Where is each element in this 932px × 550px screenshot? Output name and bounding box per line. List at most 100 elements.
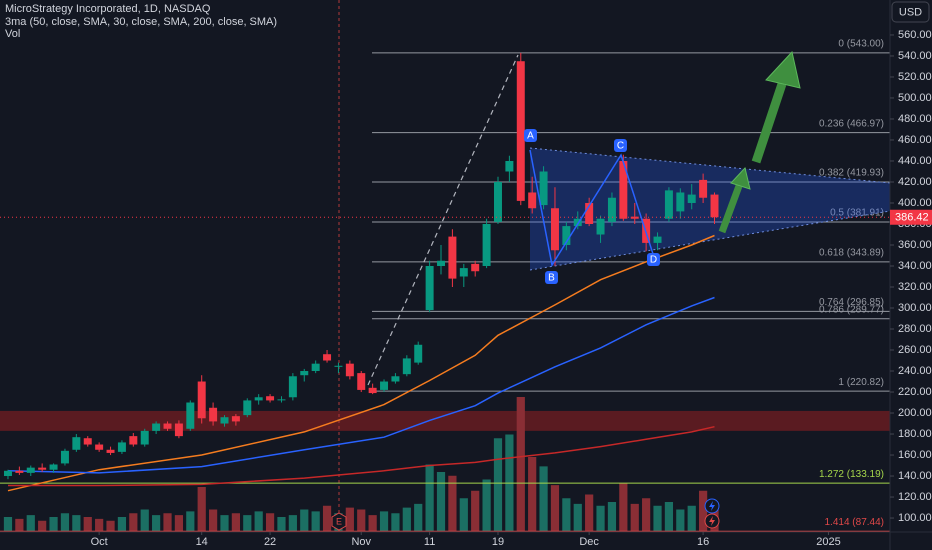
candle-body (459, 268, 468, 277)
currency-label[interactable]: USD (899, 6, 922, 18)
fib-label: 0.5 (381.91) (830, 208, 884, 219)
volume-bar (585, 494, 594, 532)
volume-bar (653, 505, 662, 532)
y-tick-label: 120.00 (898, 491, 932, 503)
earnings-icon[interactable]: E (331, 512, 347, 531)
currency-box[interactable] (891, 1, 930, 23)
earnings-label[interactable]: E (336, 516, 342, 526)
volume-bar (379, 511, 389, 532)
y-tick-label: 260.00 (898, 344, 932, 356)
y-tick-label: 160.00 (898, 449, 932, 461)
volume-bar (311, 511, 320, 532)
fib-label: 1.414 (87.44) (825, 517, 885, 528)
volume-bar (687, 505, 696, 532)
candle-body (687, 194, 696, 203)
candle-body (425, 266, 434, 311)
volume-bar (596, 505, 605, 532)
y-tick-label: 140.00 (898, 470, 932, 482)
candle-body (414, 344, 423, 363)
x-tick-label: 14 (196, 536, 208, 548)
x-tick-label: 2025 (816, 536, 840, 548)
volume-bar (140, 509, 149, 532)
pattern-label: A (527, 131, 534, 142)
candle-body (197, 381, 206, 419)
y-tick-label: 460.00 (898, 134, 932, 146)
y-tick-label: 200.00 (898, 407, 932, 419)
volume-bar (152, 515, 161, 532)
candle-body (38, 467, 47, 470)
volume-bar (106, 520, 115, 532)
candle-body (357, 373, 366, 390)
pattern-badge (614, 139, 627, 152)
candle-body (72, 437, 81, 450)
candle-body (550, 208, 559, 251)
moving-average (7, 296, 715, 474)
axis-layer: 100.00120.00140.00160.00180.00200.00220.… (91, 29, 932, 548)
volume-bar (425, 464, 434, 532)
pattern-label: B (548, 273, 555, 284)
volume-bar (345, 507, 354, 532)
y-tick-label: 100.00 (898, 512, 932, 524)
volume-bar (129, 513, 138, 532)
volume-bar (49, 517, 58, 532)
y-tick-label: 540.00 (898, 50, 932, 62)
x-tick-label: 22 (264, 536, 276, 548)
event-icon-glyph (709, 501, 715, 511)
candle-body (311, 363, 320, 372)
volume-bar (642, 498, 651, 532)
candle-body (368, 387, 377, 394)
volume-bar (15, 518, 24, 532)
volume-bar (95, 518, 104, 532)
candle-body (334, 365, 343, 367)
triangle-lower (529, 210, 891, 271)
candle-body (482, 223, 491, 266)
volume-bar (436, 472, 446, 532)
y-tick-label: 220.00 (898, 386, 932, 398)
fib-label: 1 (220.82) (838, 377, 884, 388)
volume-bar (38, 520, 47, 532)
x-tick-label: 19 (492, 536, 504, 548)
candle-body (585, 202, 594, 224)
currency-button[interactable]: USD (891, 1, 930, 23)
fib-layer: 0 (543.00) 0.236 (466.97) 0.382 (419.93) 0.… (0, 38, 890, 532)
volume-bar (471, 490, 480, 532)
candle-body (209, 407, 218, 422)
candle-body (140, 430, 149, 445)
volume-bar (322, 505, 332, 532)
candle-body (676, 192, 685, 212)
y-tick-label: 560.00 (898, 29, 932, 41)
volume-layer (3, 397, 719, 532)
last-price-tag (890, 209, 932, 225)
volume-bar (664, 502, 674, 532)
volume-bar (174, 515, 184, 532)
pattern-badge (524, 129, 537, 142)
volume-bar (117, 517, 127, 532)
candle-body (231, 416, 240, 422)
candle-body (26, 467, 35, 473)
volume-bar (699, 490, 708, 532)
y-tick-label: 440.00 (898, 155, 932, 167)
volume-bar (265, 513, 275, 532)
volume-bar (482, 479, 491, 532)
x-tick-label: Dec (579, 536, 599, 548)
volume-bar (550, 485, 560, 532)
volume-bar (197, 487, 206, 532)
ma-layer (7, 234, 715, 492)
fib-label: 1.272 (133.19) (819, 469, 884, 480)
candle-body (117, 442, 126, 452)
volume-bar (208, 509, 218, 532)
abcd-pattern (529, 149, 655, 268)
candle-body (539, 171, 548, 206)
y-tick-label: 180.00 (898, 428, 932, 440)
candle-body (186, 402, 195, 429)
x-tick-label: Oct (91, 536, 108, 548)
candle-body (380, 381, 389, 390)
fib-label: 0.618 (343.89) (819, 248, 884, 259)
earnings-badge[interactable] (331, 512, 347, 531)
candle-body (562, 226, 571, 245)
volume-bar (83, 517, 92, 532)
y-tick-label: 300.00 (898, 302, 932, 314)
volume-bar (676, 509, 685, 532)
candle-body (607, 197, 616, 222)
y-tick-label: 480.00 (898, 113, 932, 125)
